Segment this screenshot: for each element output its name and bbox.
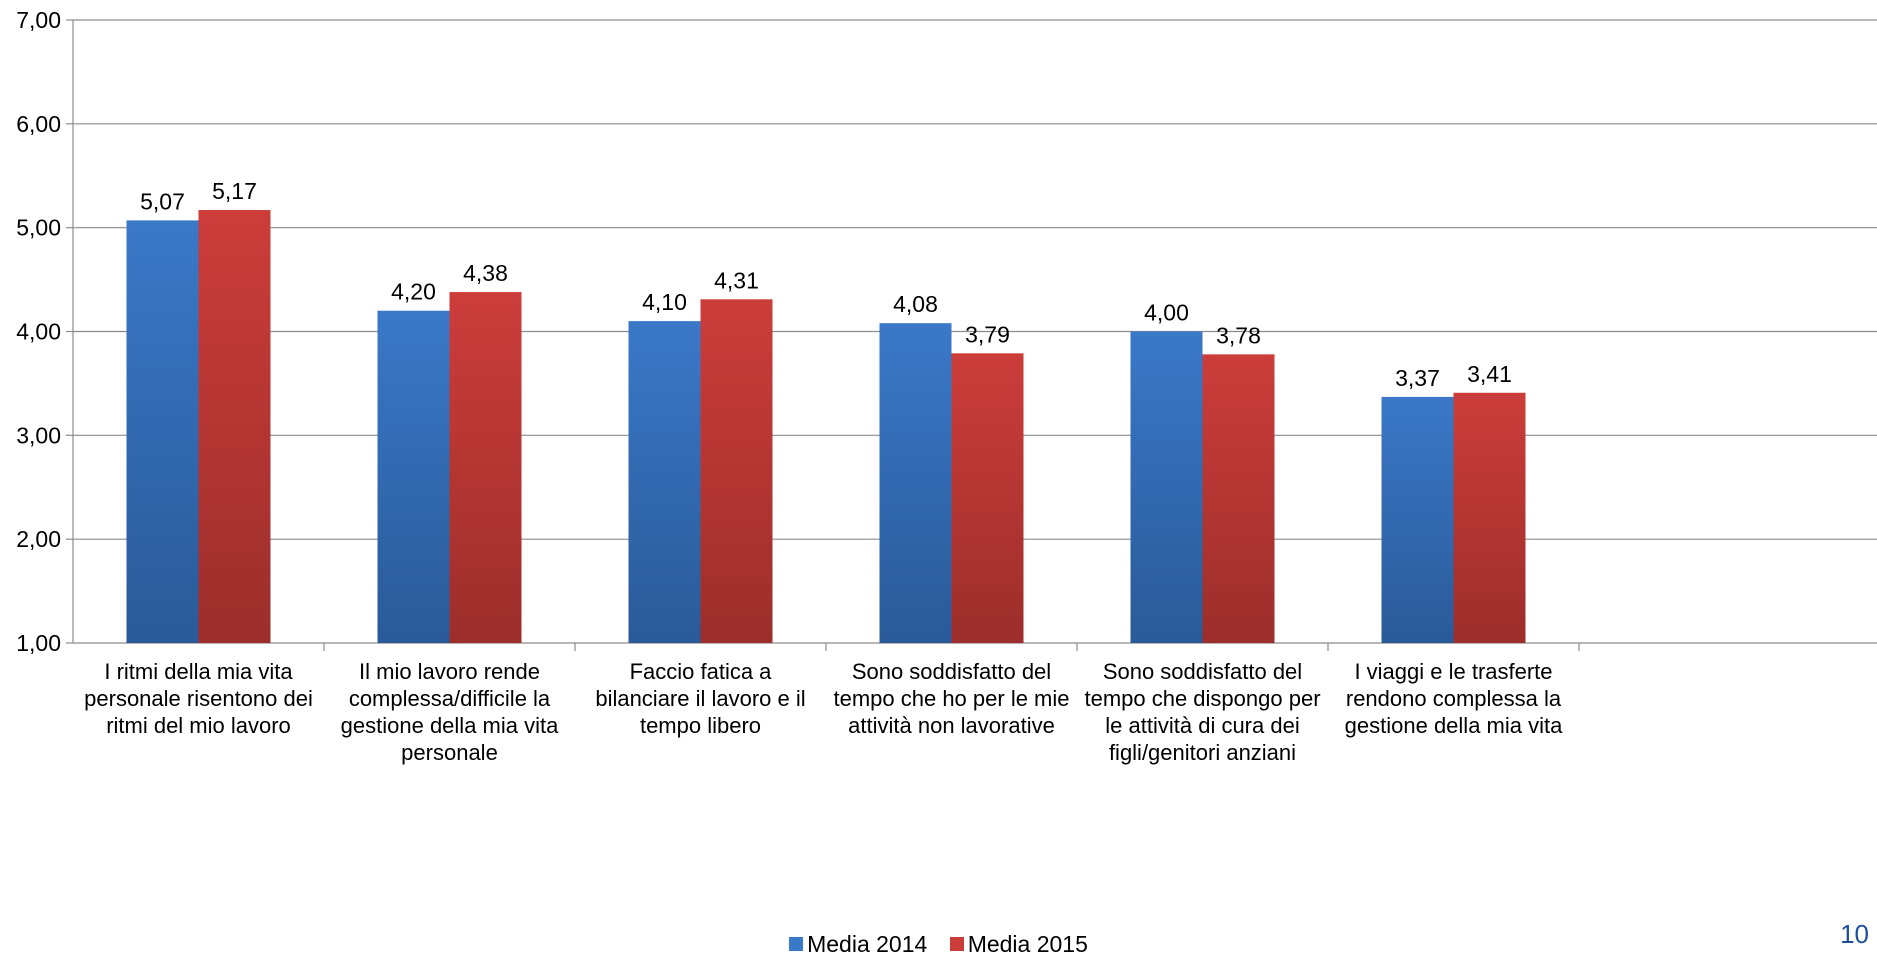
category-label-line: rendono complessa la (1346, 686, 1562, 711)
bar-2014 (1381, 396, 1454, 643)
category-label-line: le attività di cura dei (1105, 713, 1299, 738)
category-label-line: tempo che ho per le mie (833, 686, 1069, 711)
category-label: Il mio lavoro rende complessa/difficile l… (341, 659, 559, 765)
category-label-line: attività non lavorative (848, 713, 1055, 738)
y-tick-label: 7,00 (16, 7, 61, 33)
category-label: Faccio fatica a bilanciare il lavoro e il… (595, 659, 805, 738)
category-label-line: gestione della mia vita (1345, 713, 1563, 738)
data-label: 4,31 (714, 267, 759, 293)
category-label: I ritmi della mia vita personale risenton… (84, 659, 313, 738)
y-tick-label: 5,00 (16, 215, 61, 241)
data-label: 5,17 (212, 178, 257, 204)
bar-2015 (1453, 392, 1526, 643)
category-label-line: tempo che dispongo per (1084, 686, 1320, 711)
category-label: Sono soddisfatto del tempo che dispongo p… (1084, 659, 1320, 765)
data-labels: 5,07 5,17 4,20 4,38 4,10 4,31 4,08 3,79 4,00 3,78… (140, 178, 1512, 391)
bar-2015 (951, 353, 1024, 643)
bar-2014 (377, 310, 450, 643)
legend-label-2014: Media 2014 (807, 930, 928, 957)
data-label: 3,78 (1216, 322, 1261, 348)
bar-2014 (628, 321, 701, 643)
bar-2015 (198, 210, 271, 643)
bar-2014 (1130, 331, 1203, 643)
category-label-line: gestione della mia vita (341, 713, 559, 738)
data-label: 3,79 (965, 321, 1010, 347)
category-label: Sono soddisfatto del tempo che ho per le … (833, 659, 1069, 738)
legend: Media 2014 Media 2015 (0, 930, 1877, 958)
category-label-line: personale (401, 740, 498, 765)
data-label: 4,00 (1144, 300, 1189, 326)
bar-2015 (1202, 354, 1275, 643)
data-label: 3,41 (1467, 361, 1512, 387)
y-tick-labels: 1,00 2,00 3,00 4,00 5,00 6,00 7,00 (16, 7, 61, 656)
bar-2014 (126, 220, 199, 644)
legend-item-2015: Media 2015 (949, 930, 1088, 958)
category-label-line: Il mio lavoro rende (359, 659, 540, 684)
category-label-line: I viaggi e le trasferte (1354, 659, 1552, 684)
legend-label-2015: Media 2015 (967, 930, 1088, 957)
category-label-line: figli/genitori anziani (1109, 740, 1296, 765)
category-label: I viaggi e le trasferte rendono complessa… (1345, 659, 1563, 738)
y-tick-label: 3,00 (16, 422, 61, 448)
category-label-line: complessa/difficile la (349, 686, 551, 711)
y-tick-label: 6,00 (16, 111, 61, 137)
category-label-line: personale risentono dei (84, 686, 313, 711)
bar-2015 (449, 292, 522, 643)
y-tick-label: 1,00 (16, 630, 61, 656)
data-label: 3,37 (1395, 365, 1440, 391)
y-tick-label: 4,00 (16, 319, 61, 345)
legend-swatch-2015 (949, 937, 964, 951)
category-label-line: Sono soddisfatto del (1103, 659, 1302, 684)
data-label: 4,38 (463, 260, 508, 286)
page-number: 10 (1840, 919, 1869, 949)
legend-item-2014: Media 2014 (789, 931, 927, 958)
data-label: 4,08 (893, 291, 938, 317)
category-label-line: Faccio fatica a (630, 659, 773, 684)
data-label: 4,20 (391, 279, 436, 305)
category-label-line: ritmi del mio lavoro (106, 713, 291, 738)
category-label-line: I ritmi della mia vita (104, 659, 293, 684)
bar-2015 (700, 299, 773, 643)
bar-2014 (879, 323, 952, 643)
category-label-line: Sono soddisfatto del (852, 659, 1051, 684)
data-label: 5,07 (140, 188, 185, 214)
data-label: 4,10 (642, 289, 687, 315)
y-tick-label: 2,00 (16, 526, 61, 552)
category-label-line: bilanciare il lavoro e il (595, 686, 805, 711)
grid-lines (66, 19, 1877, 644)
category-label-line: tempo libero (640, 713, 761, 738)
category-labels: I ritmi della mia vita personale risenton… (84, 659, 1563, 765)
bars (126, 210, 1526, 644)
legend-swatch-2014 (789, 937, 804, 951)
